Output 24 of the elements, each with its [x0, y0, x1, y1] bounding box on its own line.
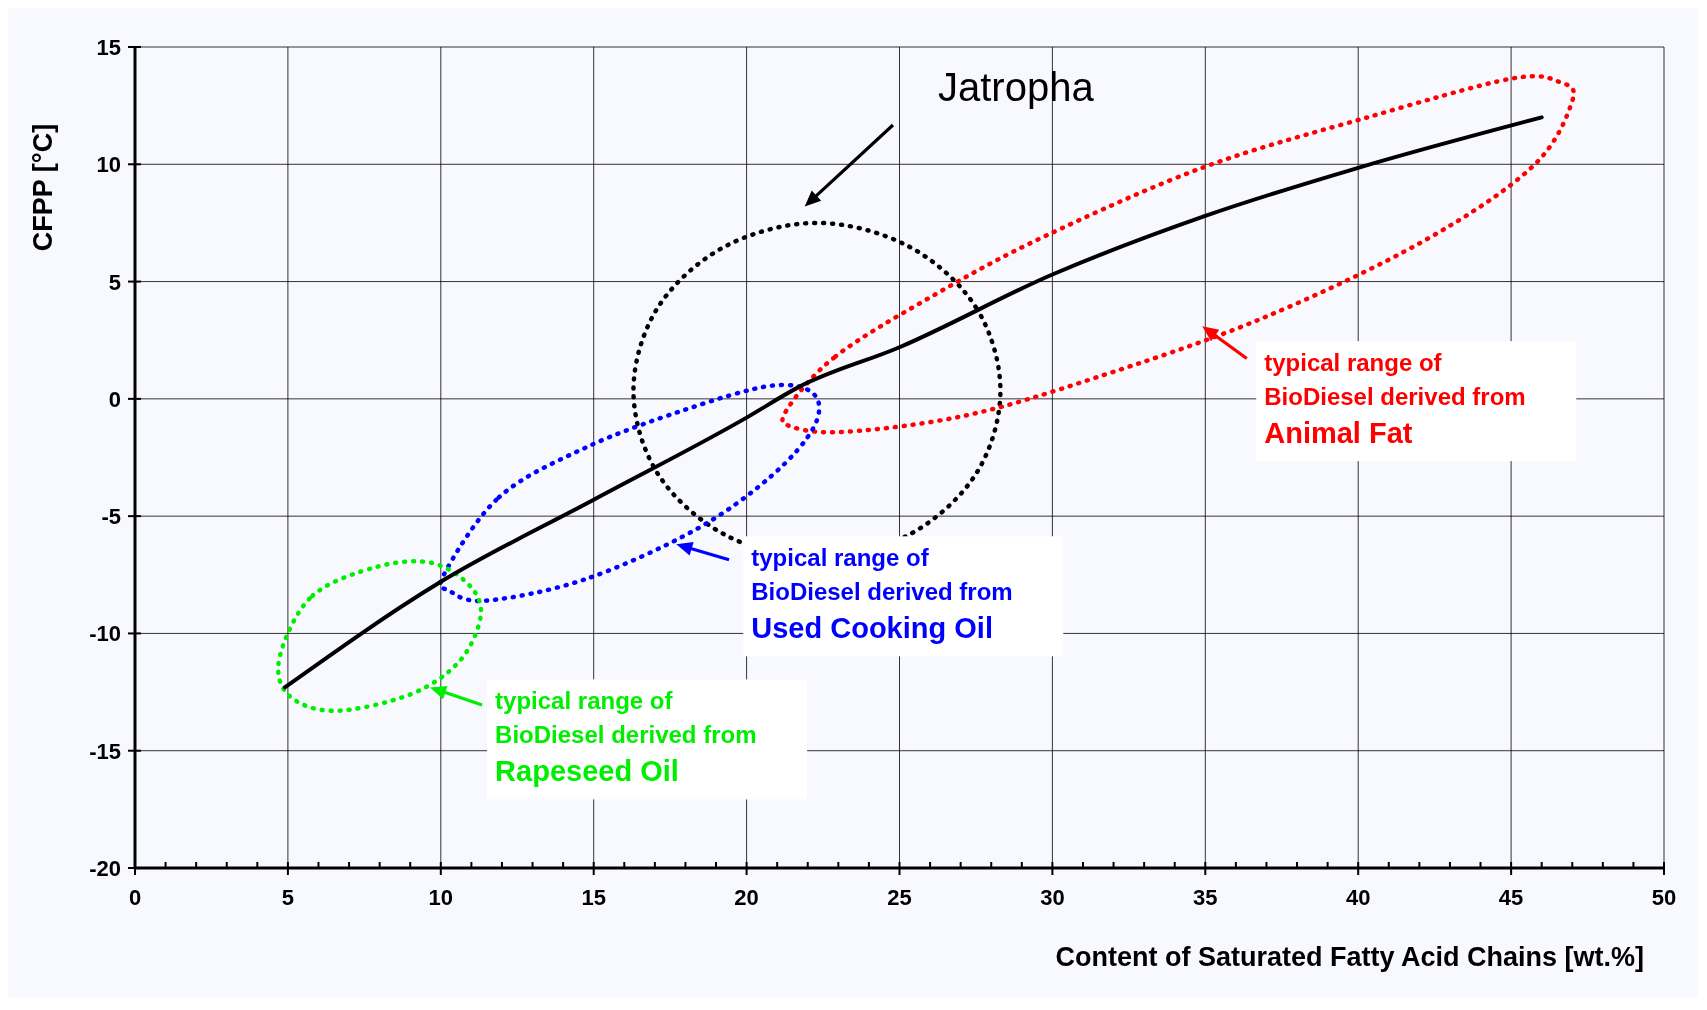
x-tick-label: 45 [1498, 885, 1524, 910]
x-tick-label: 25 [887, 885, 912, 910]
y-axis-title: CFPP [°C] [28, 123, 58, 252]
x-tick-label: 40 [1345, 885, 1371, 910]
x-tick-label: 35 [1193, 885, 1218, 910]
y-tick-label: 15 [96, 35, 121, 60]
x-axis-title: Content of Saturated Fatty Acid Chains [wt.%] [1055, 942, 1644, 972]
y-tick-label: -10 [89, 621, 121, 647]
y-tick-label: -20 [89, 856, 121, 881]
x-tick-label: 20 [734, 885, 759, 910]
annotation: typical range of BioDiesel derived from Used Cooking Oil [751, 544, 1013, 645]
x-tick-label: 50 [1651, 885, 1677, 910]
x-tick-label: 15 [581, 885, 606, 910]
x-tick-label: 0 [128, 885, 142, 910]
y-tick-label: -15 [89, 738, 121, 764]
x-tick-label: 10 [428, 885, 454, 910]
annotation: typical range of BioDiesel derived from Animal Fat [1264, 349, 1526, 450]
y-tick-label: -5 [101, 504, 121, 530]
x-tick-label: 30 [1040, 885, 1065, 910]
y-tick-label: 10 [96, 152, 121, 178]
x-tick-label: 5 [281, 885, 295, 910]
y-tick-label: 0 [108, 386, 121, 412]
y-tick-label: 5 [108, 269, 121, 295]
annotation: typical range of BioDiesel derived from Rapeseed Oil [495, 687, 757, 788]
